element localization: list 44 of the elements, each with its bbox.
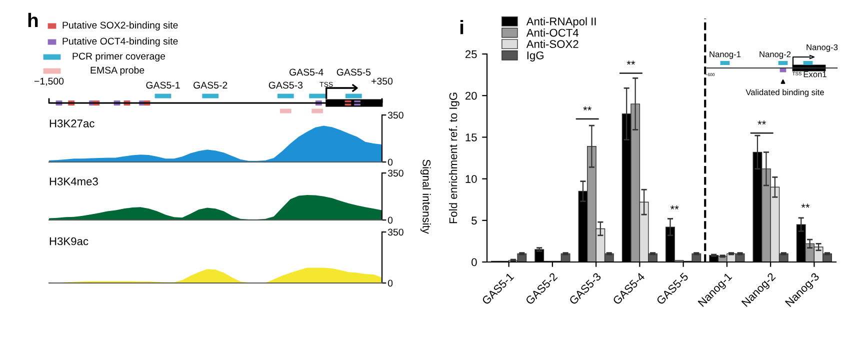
text: EMSA probe — [90, 66, 144, 76]
annotation: ** — [670, 205, 679, 210]
annotation: ** — [583, 106, 592, 110]
y-tick-label: 0 — [472, 258, 477, 266]
y-tick-label: 20 — [465, 92, 477, 100]
text: GAS5-5 — [336, 68, 371, 76]
y-tick-label: 0 — [388, 280, 393, 287]
text: h — [28, 12, 38, 28]
text: Putative SOX2-binding site — [62, 21, 178, 31]
annotation: Nanog-2 — [760, 51, 791, 59]
y-tick-label: 5 — [472, 216, 477, 225]
y-tick-label: 0 — [388, 158, 393, 166]
legend-label: Anti-SOX2 — [526, 40, 578, 48]
annotation: Exon1 — [804, 71, 826, 78]
chart-title: H3K9ac — [50, 237, 88, 246]
annotation: Validated binding site — [746, 89, 824, 97]
y-tick-label: 25 — [465, 50, 477, 58]
text: −1,500 — [34, 78, 64, 86]
annotation: Nanog-1 — [710, 51, 741, 59]
text: Nanog-3 — [806, 44, 838, 52]
y-axis-title: Signal intensity — [420, 160, 431, 234]
y-tick-label: 15 — [466, 134, 477, 142]
y-tick-label: 0 — [388, 216, 393, 224]
annotation: ** — [758, 120, 766, 124]
legend-label: Anti-OCT4 — [526, 28, 579, 37]
text: GAS5-3 — [268, 82, 303, 89]
text: Putative OCT4-binding site — [62, 37, 178, 47]
text: GAS5-1 — [146, 82, 180, 89]
y-tick-label: 350 — [388, 228, 404, 236]
chart-title: i — [460, 20, 464, 34]
chart-title: H3K27ac — [50, 120, 94, 128]
chart-title: H3K4me3 — [50, 178, 98, 186]
y-tick-label: 350 — [388, 112, 404, 119]
y-axis-title: Fold enrichment ref. to IgG — [449, 92, 460, 224]
legend-label: IgG — [527, 51, 544, 62]
y-tick-label: 10 — [466, 175, 477, 183]
y-tick-label: 350 — [388, 170, 404, 177]
annotation: ** — [801, 204, 810, 208]
text: PCR primer coverage — [72, 52, 166, 62]
text: GAS5-4 — [290, 68, 324, 76]
text: +350 — [372, 78, 393, 85]
legend-label: Anti-RNApol II — [526, 17, 596, 28]
text: GAS5-2 — [194, 82, 228, 89]
annotation: ** — [626, 60, 636, 65]
